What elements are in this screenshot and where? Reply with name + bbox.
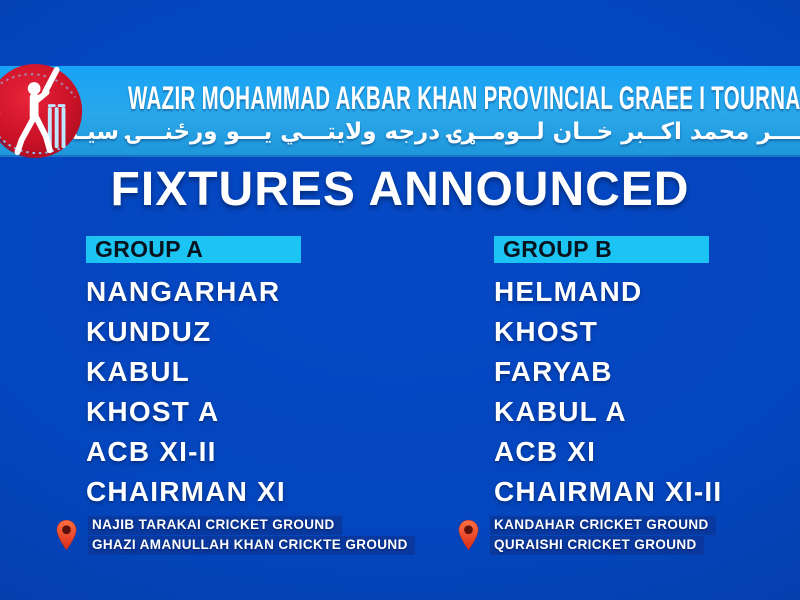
team-item: KHOST: [494, 316, 598, 347]
location-pin-icon: [56, 519, 77, 551]
team-item: KABUL: [86, 356, 190, 387]
venue-name: GHAZI AMANULLAH KHAN CRICKTE GROUND: [88, 536, 415, 555]
team-item: ACB XI-II: [86, 436, 217, 467]
tournament-title: WAZIR MOHAMMAD AKBAR KHAN PROVINCIAL GRA…: [128, 80, 800, 116]
group-a-header: GROUP A: [86, 236, 301, 263]
tournament-title-pashto: وزیــــر محمد اکــبر خــان لــومــړۍ درج…: [0, 119, 800, 145]
venue-names-right: KANDAHAR CRICKET GROUND QURAISHI CRICKET…: [490, 516, 716, 556]
cricket-logo-graphic: [0, 63, 83, 159]
team-item: KABUL A: [494, 396, 627, 427]
venue-names-left: NAJIB TARAKAI CRICKET GROUND GHAZI AMANU…: [88, 516, 415, 556]
location-pin-icon: [458, 519, 479, 551]
header-band: WAZIR MOHAMMAD AKBAR KHAN PROVINCIAL GRA…: [0, 66, 800, 157]
venue-name: KANDAHAR CRICKET GROUND: [490, 516, 716, 535]
venues-right: KANDAHAR CRICKET GROUND QURAISHI CRICKET…: [458, 516, 716, 556]
venues-left: NAJIB TARAKAI CRICKET GROUND GHAZI AMANU…: [56, 516, 415, 556]
team-item: ACB XI: [494, 436, 597, 467]
group-b-header: GROUP B: [494, 236, 709, 263]
venue-name: QURAISHI CRICKET GROUND: [490, 536, 704, 555]
fixtures-heading: FIXTURES ANNOUNCED: [110, 163, 690, 216]
venue-name: NAJIB TARAKAI CRICKET GROUND: [88, 516, 342, 535]
group-a-section: GROUP A NANGARHAR KUNDUZ KABUL KHOST A A…: [86, 236, 416, 512]
team-item: CHAIRMAN XI: [86, 476, 286, 507]
team-item: KUNDUZ: [86, 316, 212, 347]
team-item: KHOST A: [86, 396, 220, 427]
group-b-section: GROUP B HELMAND KHOST FARYAB KABUL A ACB…: [494, 236, 800, 512]
group-a-team-list: NANGARHAR KUNDUZ KABUL KHOST A ACB XI-II…: [86, 272, 416, 512]
team-item: CHAIRMAN XI-II: [494, 476, 723, 507]
cricket-ball-batsman-logo: [0, 62, 89, 160]
group-b-team-list: HELMAND KHOST FARYAB KABUL A ACB XI CHAI…: [494, 272, 800, 512]
team-item: HELMAND: [494, 276, 643, 307]
team-item: NANGARHAR: [86, 276, 281, 307]
team-item: FARYAB: [494, 356, 613, 387]
